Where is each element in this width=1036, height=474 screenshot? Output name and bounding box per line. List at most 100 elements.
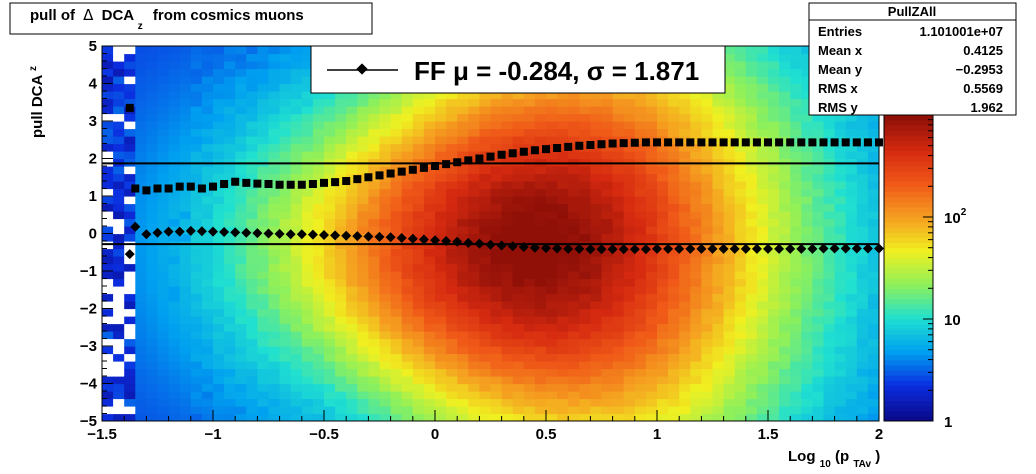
heatmap-cell xyxy=(257,83,270,92)
heatmap-cell xyxy=(557,188,569,197)
heatmap-cell xyxy=(446,398,458,407)
heatmap-cell xyxy=(856,301,869,310)
heatmap-cell xyxy=(224,301,236,310)
heatmap-cell xyxy=(368,316,381,325)
heatmap-cell xyxy=(324,106,336,115)
heatmap-cell xyxy=(668,376,680,385)
heatmap-cell xyxy=(668,338,680,347)
heatmap-cell xyxy=(390,406,403,415)
heatmap-cell xyxy=(213,196,225,205)
heatmap-cell xyxy=(768,391,780,400)
heatmap-cell xyxy=(379,233,392,242)
heatmap-cell xyxy=(135,218,147,227)
heatmap-cell xyxy=(823,308,836,317)
heatmap-cell xyxy=(224,143,236,152)
heatmap-cell xyxy=(124,53,136,62)
heatmap-cell xyxy=(845,151,858,160)
heatmap-cell xyxy=(557,406,569,415)
heatmap-cell xyxy=(479,143,492,152)
rms-marker xyxy=(375,171,384,180)
heatmap-cell xyxy=(490,181,503,190)
heatmap-cell xyxy=(768,413,780,421)
heatmap-cell xyxy=(790,143,802,152)
heatmap-cell xyxy=(368,91,381,100)
palette-cell xyxy=(884,252,933,259)
heatmap-cell xyxy=(612,143,625,152)
heatmap-cell xyxy=(634,308,647,317)
heatmap-cell xyxy=(124,308,136,317)
heatmap-cell xyxy=(412,143,425,152)
heatmap-cell xyxy=(723,361,736,370)
heatmap-cell xyxy=(468,398,480,407)
heatmap-cell xyxy=(490,226,503,235)
heatmap-cell xyxy=(201,173,214,182)
heatmap-cell xyxy=(468,143,480,152)
mean-marker xyxy=(141,229,152,240)
heatmap-cell xyxy=(190,196,203,205)
heatmap-cell xyxy=(579,181,591,190)
heatmap-cell xyxy=(312,361,325,370)
heatmap-cell xyxy=(734,301,747,310)
heatmap-cell xyxy=(468,203,480,212)
heatmap-cell xyxy=(213,316,225,325)
heatmap-cell xyxy=(390,121,403,130)
heatmap-cell xyxy=(601,233,614,242)
heatmap-cell xyxy=(446,361,458,370)
heatmap-cell xyxy=(324,256,336,265)
heatmap-cell xyxy=(290,91,303,100)
palette-cell xyxy=(884,155,933,162)
heatmap-cell xyxy=(479,218,492,227)
heatmap-cell xyxy=(235,166,247,175)
heatmap-cell xyxy=(534,361,547,370)
heatmap-cell xyxy=(512,218,525,227)
heatmap-cell xyxy=(335,316,347,325)
heatmap-cell xyxy=(867,136,879,145)
heatmap-cell xyxy=(201,413,214,421)
heatmap-cell xyxy=(657,353,669,362)
heatmap-cell xyxy=(490,398,503,407)
heatmap-cell xyxy=(634,338,647,347)
heatmap-cell xyxy=(768,53,780,62)
heatmap-cell xyxy=(512,323,525,332)
heatmap-cell xyxy=(379,128,392,137)
heatmap-cell xyxy=(490,376,503,385)
heatmap-cell xyxy=(623,91,636,100)
heatmap-cell xyxy=(368,361,381,370)
heatmap-cell xyxy=(834,383,847,392)
heatmap-cell xyxy=(479,391,492,400)
heatmap-cell xyxy=(501,128,514,137)
heatmap-cell xyxy=(290,98,303,107)
heatmap-cell xyxy=(190,383,203,392)
heatmap-cell xyxy=(102,91,114,100)
heatmap-cell xyxy=(224,308,236,317)
x-axis-label: Log 10 (p TAv ) xyxy=(788,448,880,470)
heatmap-cell xyxy=(701,128,714,137)
heatmap-cell xyxy=(768,316,780,325)
mean-marker xyxy=(352,231,363,242)
heatmap-cell xyxy=(645,121,658,130)
heatmap-cell xyxy=(446,91,458,100)
heatmap-cell xyxy=(357,136,369,145)
heatmap-cell xyxy=(712,91,725,100)
heatmap-cell xyxy=(390,203,403,212)
heatmap-cell xyxy=(102,113,114,122)
heatmap-cell xyxy=(723,203,736,212)
heatmap-cell xyxy=(201,391,214,400)
heatmap-cell xyxy=(534,211,547,220)
heatmap-cell xyxy=(312,271,325,280)
heatmap-cell xyxy=(768,121,780,130)
heatmap-cell xyxy=(779,121,791,130)
heatmap-cell xyxy=(157,61,170,70)
heatmap-cell xyxy=(801,331,813,340)
heatmap-cell xyxy=(201,383,214,392)
heatmap-cell xyxy=(657,203,669,212)
heatmap-cell xyxy=(790,61,802,70)
heatmap-cell xyxy=(745,413,758,421)
heatmap-cell xyxy=(446,113,458,122)
heatmap-cell xyxy=(390,271,403,280)
heatmap-cell xyxy=(257,166,270,175)
heatmap-cell xyxy=(146,61,159,70)
heatmap-cell xyxy=(401,173,414,182)
heatmap-cell xyxy=(113,301,125,310)
heatmap-cell xyxy=(568,173,580,182)
